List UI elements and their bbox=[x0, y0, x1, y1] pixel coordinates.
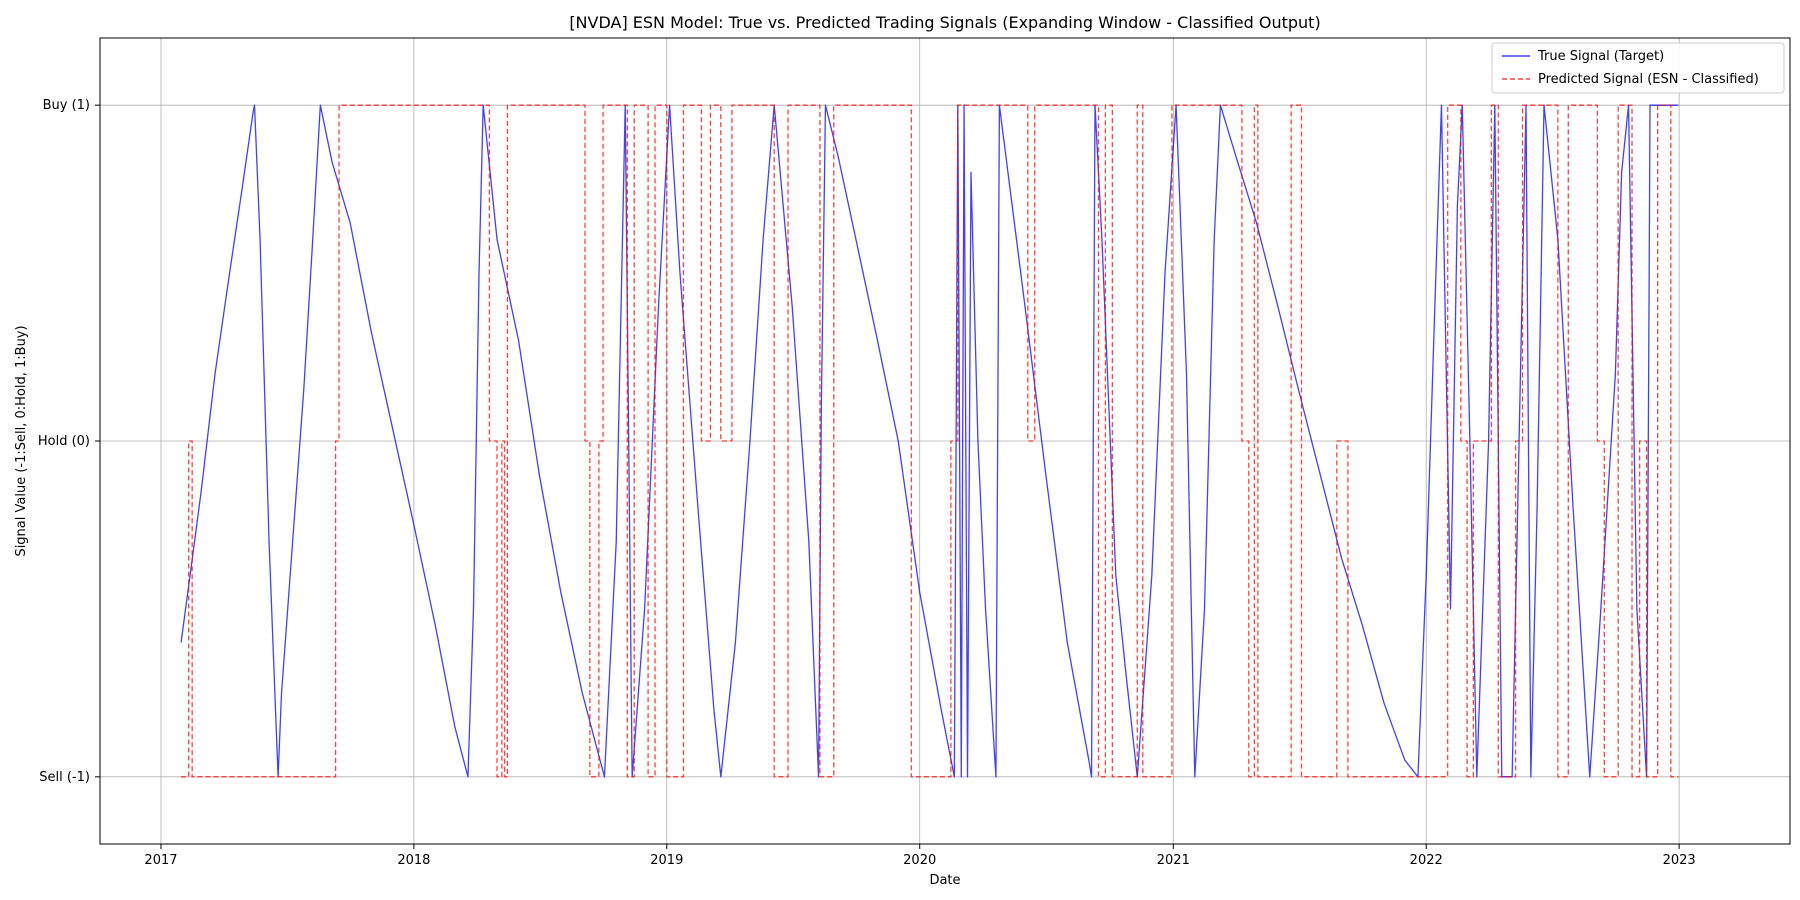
ticks: 2017 2018 2019 2020 2021 2022 2023 Buy (1) Hold … bbox=[38, 98, 1696, 868]
x-tick-label: 2019 bbox=[650, 853, 683, 868]
legend-true-signal-label: True Signal (Target) bbox=[1537, 49, 1664, 64]
y-tick-label: Hold (0) bbox=[38, 434, 90, 449]
legend-box bbox=[1491, 42, 1785, 94]
true-signal-line bbox=[180, 104, 1679, 778]
x-tick-label: 2023 bbox=[1663, 853, 1696, 868]
legend-predicted-signal-label: Predicted Signal (ESN - Classified) bbox=[1538, 72, 1759, 87]
y-tick-label: Buy (1) bbox=[43, 98, 90, 113]
x-tick-label: 2017 bbox=[144, 853, 177, 868]
predicted-signal-line bbox=[181, 104, 1679, 778]
x-tick-label: 2022 bbox=[1410, 853, 1443, 868]
x-tick-label: 2018 bbox=[397, 853, 430, 868]
y-axis-label: Signal Value (-1:Sell, 0:Hold, 1:Buy) bbox=[14, 325, 29, 556]
x-axis-label: Date bbox=[929, 873, 960, 888]
series-layer bbox=[180, 104, 1679, 778]
chart-title: [NVDA] ESN Model: True vs. Predicted Tra… bbox=[569, 13, 1320, 32]
x-tick-label: 2021 bbox=[1157, 853, 1190, 868]
legend: True Signal (Target) Predicted Signal (E… bbox=[1491, 42, 1785, 94]
y-tick-label: Sell (-1) bbox=[39, 770, 90, 785]
x-tick-label: 2020 bbox=[903, 853, 936, 868]
